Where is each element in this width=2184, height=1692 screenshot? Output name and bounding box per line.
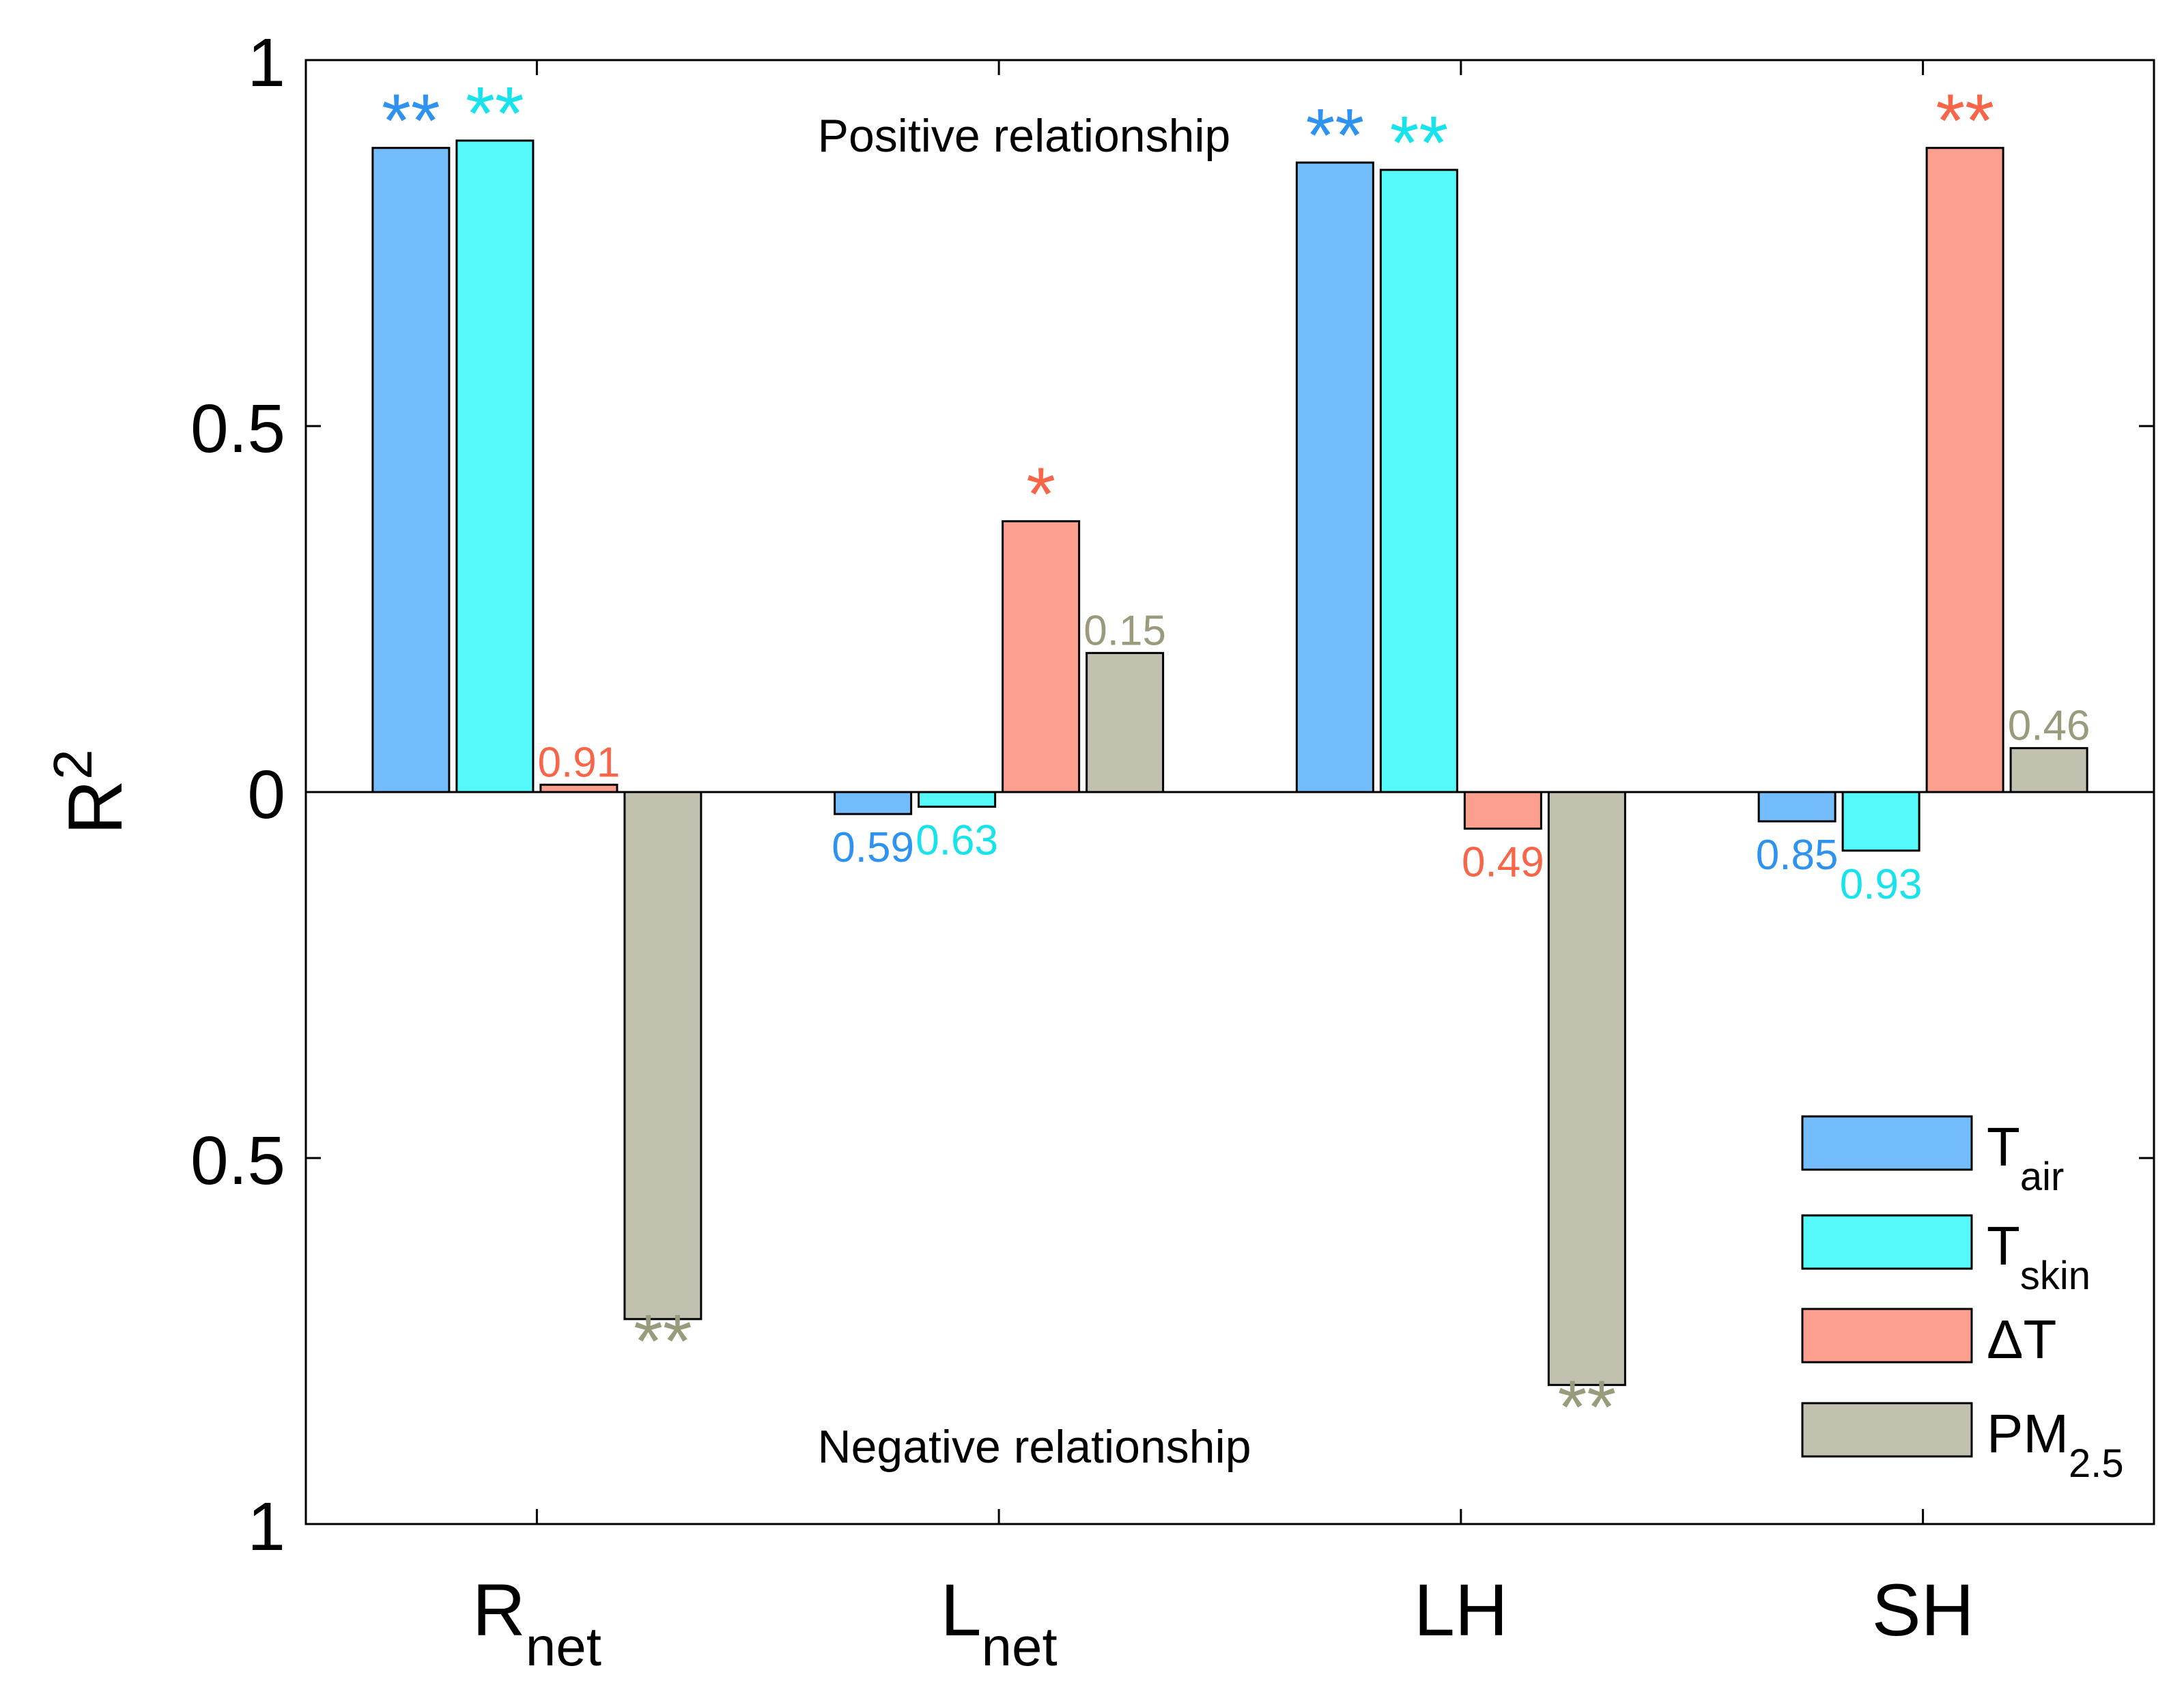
bar-t-skin-1 [455, 139, 535, 793]
bar-t-air-1 [371, 147, 451, 793]
significance-stars: ** [1558, 1365, 1617, 1449]
bar-t-skin-4 [1841, 791, 1920, 852]
p-value-label: 0.63 [916, 817, 998, 864]
p-value-label: 0.15 [1083, 607, 1166, 654]
significance-stars: ** [382, 79, 440, 163]
y-tick-label: 0 [247, 757, 285, 833]
p-value-label: 0.49 [1462, 839, 1544, 886]
significance-stars: ** [1390, 101, 1449, 185]
y-tick-label: 1 [247, 1489, 285, 1565]
p-value-label: 0.91 [538, 739, 621, 786]
bar--t-4 [1925, 147, 2004, 793]
x-tick-label: LH [1414, 1568, 1508, 1651]
p-value-label: 0.85 [1756, 832, 1839, 879]
legend-label-3: ΔT [1987, 1309, 2056, 1370]
significance-stars: ** [466, 72, 524, 156]
bar--t-2 [1002, 520, 1081, 793]
bar-annotations-layer: ** 0.59 ** 0.85 ** 0.63 ** 0.93 0.91 * 0.49 ** ** 0.1… [382, 72, 2090, 1449]
y-tick-label: 0.5 [190, 1123, 285, 1199]
y-tick-label: 0.5 [190, 391, 285, 467]
legend-label-2: Tskin [1987, 1215, 2090, 1298]
p-value-label: 0.93 [1840, 861, 1923, 908]
negative-relationship-label: Negative relationship [817, 1421, 1251, 1473]
bar-t-air-3 [1295, 161, 1374, 793]
x-tick-label: Rnet [472, 1568, 601, 1677]
axis-ticks-layer: 1 0.5 0 0.5 1 Rnet Lnet LH SH [190, 25, 2154, 1677]
positive-relationship-label: Positive relationship [818, 110, 1231, 162]
bar-t-air-4 [1757, 791, 1836, 823]
significance-stars: * [1026, 452, 1055, 536]
y-axis-label-main: R [53, 780, 138, 835]
p-value-label: 0.46 [2008, 703, 2090, 750]
bar-t-skin-3 [1379, 169, 1458, 793]
bar-t-skin-2 [918, 791, 997, 808]
bar-pm-2-5-4 [2009, 747, 2088, 793]
bar--t-3 [1463, 791, 1542, 830]
p-value-label: 0.59 [832, 824, 914, 871]
legend: Tair Tskin ΔT PM2.5 [1801, 1115, 2124, 1486]
legend-swatch-2 [1801, 1214, 1973, 1270]
bar-t-air-2 [834, 791, 913, 815]
x-tick-label: SH [1872, 1568, 1974, 1651]
bar-pm-2-5-1 [623, 791, 703, 1321]
legend-label-4: PM2.5 [1987, 1403, 2124, 1486]
y-axis-label-sup: 2 [42, 749, 103, 780]
y-tick-label: 1 [247, 25, 285, 101]
bar-pm-2-5-2 [1086, 651, 1165, 793]
legend-swatch-4 [1801, 1402, 1973, 1458]
significance-stars: ** [1935, 79, 1994, 163]
bar-pm-2-5-3 [1547, 791, 1626, 1386]
legend-label-1: Tair [1987, 1116, 2064, 1199]
x-tick-label: Lnet [940, 1568, 1057, 1677]
y-axis-label: R2 [42, 749, 138, 834]
legend-swatch-1 [1801, 1115, 1973, 1171]
bars-layer [371, 139, 2088, 1386]
significance-stars: ** [1306, 94, 1365, 178]
significance-stars: ** [634, 1299, 692, 1383]
legend-swatch-3 [1801, 1308, 1973, 1364]
